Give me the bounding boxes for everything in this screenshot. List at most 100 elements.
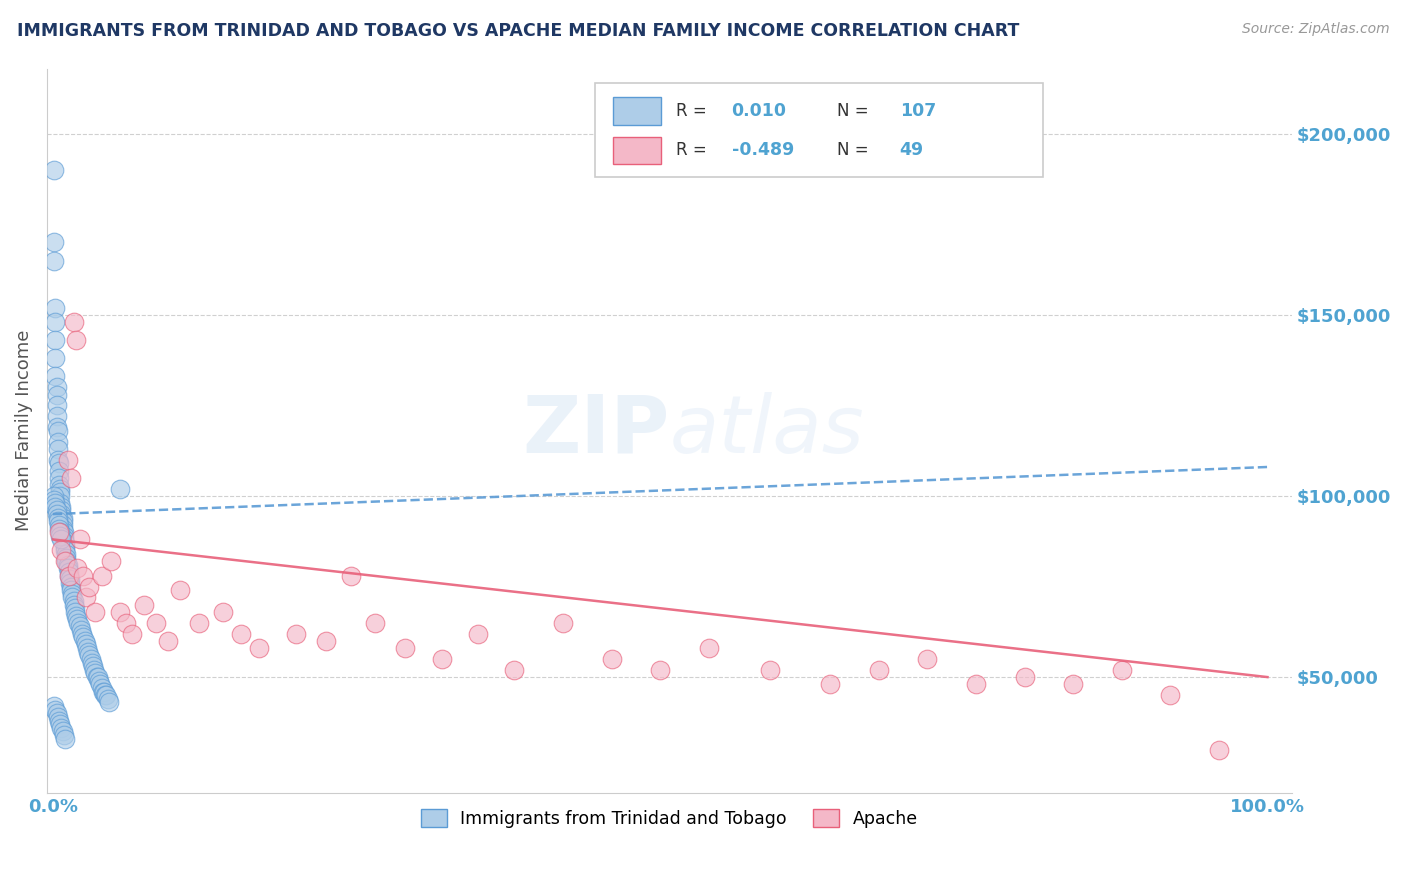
Point xyxy=(65,608,87,623)
Point xyxy=(79,652,101,666)
Point xyxy=(60,583,83,598)
Text: R =: R = xyxy=(675,142,711,160)
Point xyxy=(53,554,76,568)
Point xyxy=(44,351,66,366)
Point xyxy=(72,568,94,582)
Point xyxy=(44,699,66,714)
Point xyxy=(1062,677,1084,691)
Point xyxy=(44,163,66,178)
Point xyxy=(121,626,143,640)
Point xyxy=(66,561,89,575)
Point xyxy=(75,591,97,605)
FancyBboxPatch shape xyxy=(613,136,661,164)
Point xyxy=(48,464,70,478)
Point xyxy=(73,633,96,648)
Point xyxy=(44,235,66,250)
Point xyxy=(60,591,83,605)
Point xyxy=(45,706,67,721)
Legend: Immigrants from Trinidad and Tobago, Apache: Immigrants from Trinidad and Tobago, Apa… xyxy=(413,803,925,835)
Text: atlas: atlas xyxy=(669,392,865,470)
Point xyxy=(551,615,574,630)
Point xyxy=(45,503,67,517)
Point xyxy=(56,561,79,575)
Point xyxy=(45,507,67,521)
Point xyxy=(76,641,98,656)
Point xyxy=(1159,688,1181,702)
Point xyxy=(51,533,73,547)
Point xyxy=(45,420,67,434)
Point xyxy=(53,543,76,558)
Point xyxy=(53,731,76,746)
Point xyxy=(100,554,122,568)
Y-axis label: Median Family Income: Median Family Income xyxy=(15,330,32,532)
Point xyxy=(86,670,108,684)
Point xyxy=(58,568,80,582)
Point xyxy=(44,496,66,510)
Point xyxy=(52,518,75,533)
Point xyxy=(46,442,69,456)
Point xyxy=(79,648,101,663)
Point xyxy=(45,380,67,394)
Point xyxy=(394,641,416,656)
Point xyxy=(66,612,89,626)
Point xyxy=(45,387,67,401)
Point xyxy=(46,510,69,524)
Point xyxy=(65,333,87,347)
Point xyxy=(45,398,67,412)
Point xyxy=(1208,742,1230,756)
Point xyxy=(49,529,72,543)
Point xyxy=(44,369,66,384)
Point xyxy=(44,489,66,503)
Text: 49: 49 xyxy=(900,142,924,160)
Point xyxy=(53,540,76,554)
Point xyxy=(44,301,66,315)
Point xyxy=(114,615,136,630)
Text: IMMIGRANTS FROM TRINIDAD AND TOBAGO VS APACHE MEDIAN FAMILY INCOME CORRELATION C: IMMIGRANTS FROM TRINIDAD AND TOBAGO VS A… xyxy=(17,22,1019,40)
Point xyxy=(87,673,110,688)
Point xyxy=(70,623,93,637)
Point xyxy=(430,652,453,666)
Point xyxy=(169,583,191,598)
Point xyxy=(70,626,93,640)
Point xyxy=(67,615,90,630)
Point xyxy=(60,580,83,594)
Point xyxy=(55,550,77,565)
Point xyxy=(51,503,73,517)
Point xyxy=(82,659,104,673)
Point xyxy=(83,663,105,677)
Point xyxy=(249,641,271,656)
Point xyxy=(52,529,75,543)
Point xyxy=(93,684,115,698)
Point xyxy=(63,605,86,619)
Text: 107: 107 xyxy=(900,103,936,120)
Point xyxy=(49,489,72,503)
Point xyxy=(52,514,75,528)
Point xyxy=(697,641,720,656)
Point xyxy=(46,452,69,467)
Point xyxy=(94,688,117,702)
Point xyxy=(52,724,75,739)
Point xyxy=(315,633,337,648)
Point xyxy=(60,587,83,601)
Text: R =: R = xyxy=(675,103,711,120)
FancyBboxPatch shape xyxy=(613,97,661,125)
Point xyxy=(49,482,72,496)
Point xyxy=(62,315,84,329)
Point xyxy=(44,333,66,347)
Point xyxy=(48,522,70,536)
Point xyxy=(97,691,120,706)
Point xyxy=(80,656,103,670)
Point xyxy=(62,598,84,612)
Point xyxy=(45,409,67,424)
Point xyxy=(75,638,97,652)
Point xyxy=(59,575,82,590)
Point xyxy=(231,626,253,640)
Point xyxy=(650,663,672,677)
Point xyxy=(90,568,112,582)
Point xyxy=(44,500,66,514)
Point xyxy=(48,525,70,540)
Point xyxy=(53,536,76,550)
Point xyxy=(90,681,112,695)
Point xyxy=(89,677,111,691)
Point xyxy=(77,645,100,659)
